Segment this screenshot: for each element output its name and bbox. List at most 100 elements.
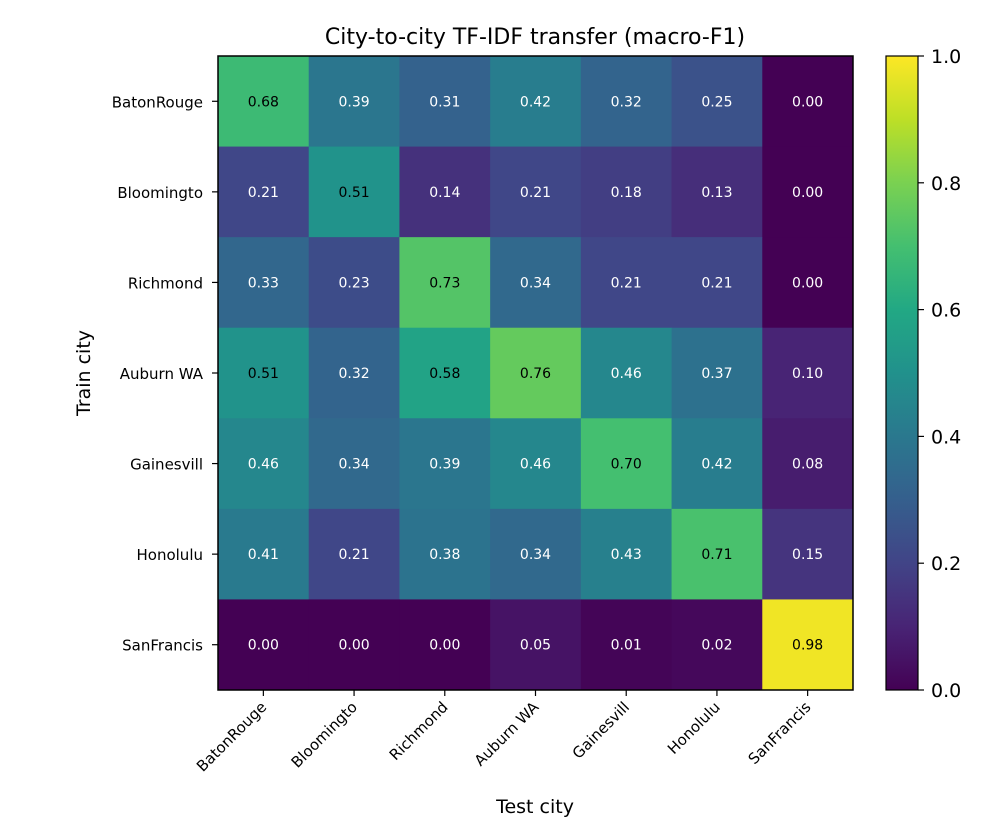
heatmap-cell [671, 146, 763, 238]
x-tick-label: Gainesvill [569, 698, 633, 762]
cell-value-label: 0.31 [429, 94, 460, 110]
cell-value-label: 0.39 [338, 94, 369, 110]
heatmap-cell [762, 508, 854, 600]
cell-value-label: 0.18 [611, 185, 642, 201]
cell-value-label: 0.58 [429, 366, 460, 382]
y-axis-label: Train city [73, 330, 95, 417]
cell-value-label: 0.98 [792, 638, 823, 654]
heatmap-cell [308, 56, 400, 148]
heatmap-cells [218, 56, 854, 691]
colorbar [885, 55, 919, 691]
heatmap-cell [399, 237, 491, 329]
heatmap-cell [671, 327, 763, 419]
heatmap-cell [399, 56, 491, 148]
heatmap-cell [308, 146, 400, 238]
cell-value-label: 0.51 [248, 366, 279, 382]
cell-value-label: 0.73 [429, 275, 460, 291]
cell-value-label: 0.05 [520, 638, 551, 654]
x-axis-label: Test city [495, 796, 574, 818]
colorbar-tick-label: 0.4 [931, 426, 961, 448]
heatmap-cell [218, 599, 310, 691]
heatmap-cell [399, 418, 491, 510]
heatmap-cell [580, 237, 673, 329]
cell-value-label: 0.10 [792, 366, 823, 382]
heatmap-cell [308, 418, 400, 510]
colorbar-tick-label: 0.6 [931, 300, 961, 322]
x-tick-label: Richmond [386, 698, 452, 764]
cell-value-label: 0.38 [429, 547, 460, 563]
y-tick-label: Honolulu [137, 546, 204, 564]
cell-value-label: 0.00 [792, 185, 823, 201]
heatmap-cell [762, 599, 854, 691]
heatmap-cell [308, 327, 400, 419]
colorbar-tick-label: 1.0 [931, 46, 961, 68]
cell-value-label: 0.01 [611, 638, 642, 654]
cell-value-label: 0.37 [701, 366, 732, 382]
heatmap-cell [218, 327, 310, 419]
heatmap-cell [218, 56, 310, 148]
cell-value-label: 0.14 [429, 185, 460, 201]
heatmap-cell [762, 146, 854, 238]
cell-value-label: 0.43 [611, 547, 642, 563]
cell-value-label: 0.41 [248, 547, 279, 563]
x-tick-label: Auburn WA [471, 698, 543, 770]
heatmap-cell [580, 56, 673, 148]
heatmap-cell [580, 599, 673, 691]
cell-value-label: 0.02 [701, 638, 732, 654]
heatmap-cell [580, 146, 673, 238]
heatmap-cell [762, 418, 854, 510]
heatmap-cell [490, 56, 582, 148]
cell-value-label: 0.71 [701, 547, 732, 563]
heatmap-cell [399, 599, 491, 691]
heatmap-cell [218, 418, 310, 510]
cell-value-label: 0.46 [520, 457, 551, 473]
cell-value-label: 0.42 [701, 457, 732, 473]
cell-value-label: 0.23 [338, 275, 369, 291]
y-axis-ticks: BatonRouge Bloomingto Richmond Auburn WA Gai… [112, 93, 218, 655]
y-tick-label: Richmond [128, 274, 203, 292]
cell-value-label: 0.08 [792, 457, 823, 473]
cell-value-label: 0.34 [338, 457, 369, 473]
cell-value-label: 0.13 [701, 185, 732, 201]
cell-value-label: 0.32 [611, 94, 642, 110]
cell-value-label: 0.21 [338, 547, 369, 563]
heatmap-cell [399, 508, 491, 600]
cell-value-label: 0.21 [248, 185, 279, 201]
heatmap-cell [218, 508, 310, 600]
x-tick-label: Bloomingto [288, 698, 361, 771]
heatmap-cell [762, 56, 854, 148]
heatmap-cell [671, 508, 763, 600]
cell-value-label: 0.42 [520, 94, 551, 110]
heatmap-cell [308, 508, 400, 600]
cell-value-label: 0.00 [792, 275, 823, 291]
heatmap-cell [490, 418, 582, 510]
cell-value-label: 0.32 [338, 366, 369, 382]
y-tick-label: Auburn WA [120, 365, 204, 383]
cell-value-label: 0.46 [611, 366, 642, 382]
cell-value-label: 0.34 [520, 547, 551, 563]
cell-value-label: 0.76 [520, 366, 551, 382]
y-tick-label: SanFrancis [122, 637, 203, 655]
heatmap-cell [308, 599, 400, 691]
colorbar-ticks: 0.0 0.2 0.4 0.6 0.8 1.0 [918, 46, 961, 702]
heatmap-cell [762, 237, 854, 329]
cell-value-label: 0.00 [248, 638, 279, 654]
cell-value-label: 0.21 [520, 185, 551, 201]
heatmap-cell [308, 237, 400, 329]
cell-value-label: 0.25 [701, 94, 732, 110]
heatmap-cell [218, 237, 310, 329]
y-tick-label: BatonRouge [112, 93, 203, 111]
x-tick-label: SanFrancis [745, 698, 815, 768]
heatmap-cell-labels: 0.68 0.39 0.31 0.42 0.32 0.25 0.00 0.21 0.51 0.14… [248, 94, 823, 653]
y-tick-label: Bloomingto [117, 184, 203, 202]
cell-value-label: 0.51 [338, 185, 369, 201]
heatmap-cell [399, 146, 491, 238]
heatmap-cell [671, 418, 763, 510]
cell-value-label: 0.33 [248, 275, 279, 291]
colorbar-tick-label: 0.0 [931, 680, 961, 702]
heatmap-cell [490, 508, 582, 600]
chart-title: City-to-city TF-IDF transfer (macro-F1) [325, 25, 745, 50]
heatmap-cell [580, 327, 673, 419]
y-tick-label: Gainesvill [130, 456, 203, 474]
heatmap-cell [580, 508, 673, 600]
